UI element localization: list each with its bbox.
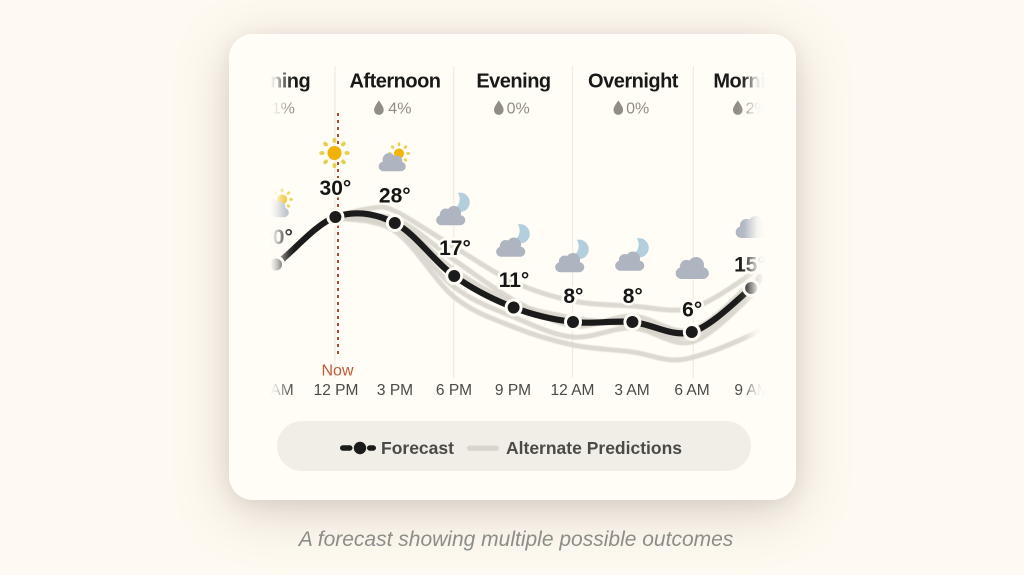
svg-text:0%: 0% (507, 101, 530, 118)
svg-text:30°: 30° (320, 177, 352, 200)
svg-text:28°: 28° (379, 185, 411, 208)
svg-text:8°: 8° (623, 285, 643, 308)
svg-text:3 AM: 3 AM (614, 382, 649, 399)
svg-text:17°: 17° (439, 237, 471, 260)
svg-text:Evening: Evening (476, 71, 550, 93)
svg-text:Alternate Predictions: Alternate Predictions (506, 438, 682, 458)
svg-text:8°: 8° (563, 285, 583, 308)
svg-text:Overnight: Overnight (588, 71, 679, 93)
svg-text:9 PM: 9 PM (495, 382, 531, 399)
svg-text:12 PM: 12 PM (314, 382, 359, 399)
svg-text:6 AM: 6 AM (674, 382, 709, 399)
svg-text:12 AM: 12 AM (551, 382, 595, 399)
svg-text:4%: 4% (388, 101, 411, 118)
svg-text:6°: 6° (682, 299, 702, 322)
svg-text:0%: 0% (626, 101, 649, 118)
svg-text:Afternoon: Afternoon (349, 71, 440, 93)
svg-text:6 PM: 6 PM (436, 382, 472, 399)
svg-text:Forecast: Forecast (381, 438, 454, 458)
svg-text:11°: 11° (499, 269, 530, 292)
svg-text:3 PM: 3 PM (377, 382, 413, 399)
svg-text:Now: Now (321, 363, 353, 380)
